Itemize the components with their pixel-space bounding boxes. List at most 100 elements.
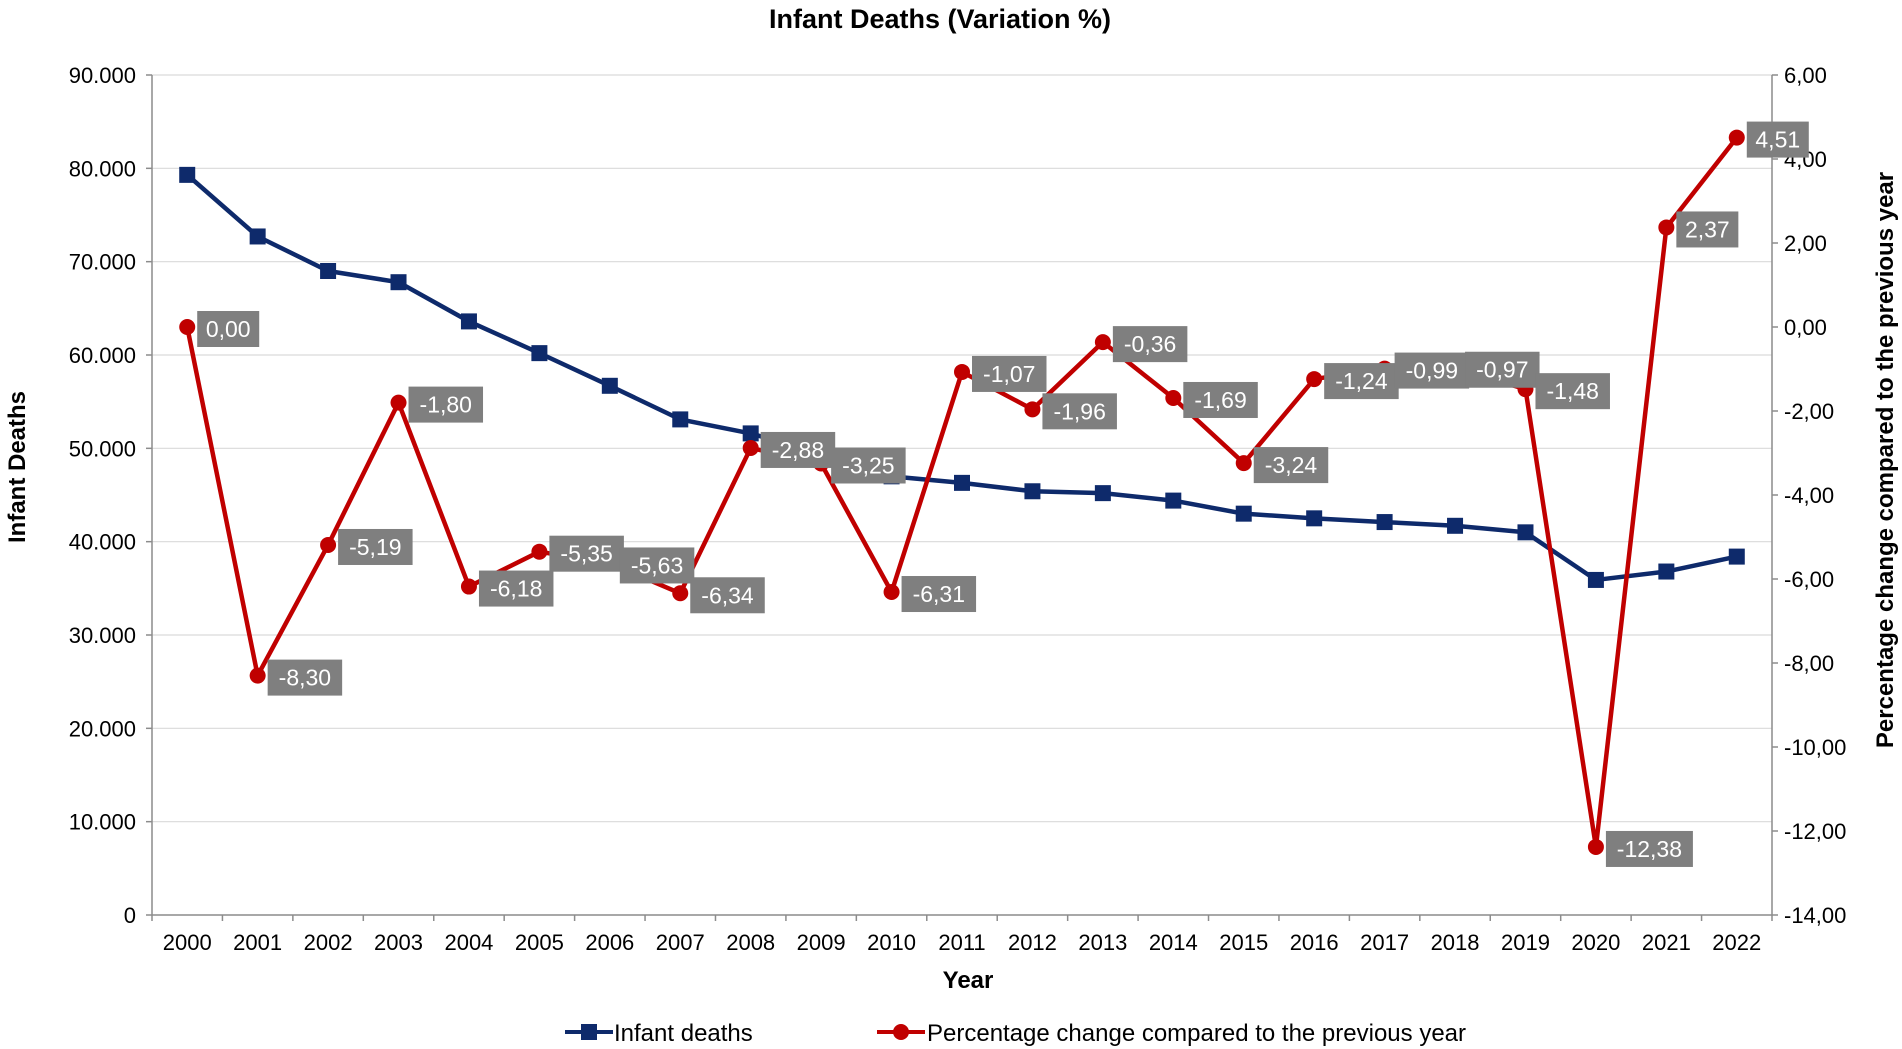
infant-deaths-point — [1587, 571, 1604, 588]
data-label-box — [1183, 381, 1258, 418]
right-tick-label: -8,00 — [1784, 651, 1834, 676]
data-label: -0,99 — [1394, 352, 1470, 389]
data-label-text: -5,35 — [560, 541, 612, 567]
data-label-text: -6,31 — [913, 581, 965, 607]
data-label-box — [408, 386, 484, 423]
right-tick-label: -2,00 — [1784, 399, 1834, 424]
data-label-text: -8,30 — [279, 665, 331, 691]
axes — [151, 75, 1773, 916]
infant-deaths-point — [460, 313, 477, 330]
data-label-box — [901, 576, 977, 613]
left-tick-label: 10.000 — [69, 810, 136, 835]
data-label-box — [690, 577, 765, 614]
infant-deaths-point — [1658, 563, 1675, 580]
data-label: -5,35 — [549, 535, 624, 572]
percentage-change-point — [320, 536, 337, 553]
data-label-box — [478, 570, 554, 607]
infant-deaths-point — [1094, 485, 1111, 502]
infant-deaths-point — [1728, 548, 1745, 565]
percentage-change-point — [460, 578, 477, 595]
x-axis-title: Year — [943, 967, 994, 994]
left-tick-label: 20.000 — [69, 716, 136, 741]
data-labels: 0,00 -8,30 -5,19 -1,80 -6,18 -5,35 -5,63 -6,34 -… — [197, 121, 1809, 867]
percentage-change-point — [672, 585, 689, 602]
right-tick-label: 2,00 — [1784, 231, 1827, 256]
data-label-text: -2,88 — [772, 437, 824, 463]
left-tick-label: 60.000 — [69, 343, 136, 368]
data-label-text: 4,51 — [1755, 127, 1800, 153]
x-tick-label: 2018 — [1431, 930, 1480, 955]
data-label-box — [338, 528, 413, 565]
data-label: -1,07 — [972, 355, 1047, 392]
data-label-box — [1253, 447, 1329, 484]
legend-label-percentage-change: Percentage change compared to the previo… — [927, 1020, 1466, 1047]
data-label: 0,00 — [197, 311, 260, 347]
right-tick-label: 0,00 — [1784, 315, 1827, 340]
data-label: -2,88 — [760, 431, 836, 468]
percentage-change-point — [1658, 219, 1675, 236]
data-label-box — [1394, 352, 1470, 389]
x-tick-label: 2016 — [1290, 930, 1339, 955]
x-tick-label: 2022 — [1712, 930, 1761, 955]
data-label: -1,80 — [408, 386, 484, 423]
data-label-box — [831, 447, 906, 484]
data-label-text: 2,37 — [1685, 216, 1730, 242]
data-label-text: -1,96 — [1053, 398, 1105, 424]
x-tick-label: 2008 — [726, 930, 775, 955]
percentage-change-point — [1728, 129, 1745, 146]
data-label-box — [549, 535, 624, 572]
data-label-text: -6,18 — [490, 576, 542, 602]
infant-deaths-point — [601, 377, 618, 394]
percentage-change-point — [1235, 455, 1252, 472]
legend-item-infant-deaths: Infant deaths — [565, 1020, 753, 1047]
data-label-box — [267, 659, 343, 696]
data-label-box — [619, 547, 695, 584]
right-tick-label: 6,00 — [1784, 63, 1827, 88]
data-label-box — [1535, 373, 1610, 410]
left-tick-label: 50.000 — [69, 436, 136, 461]
data-label-box — [1605, 830, 1693, 867]
left-tick-label: 80.000 — [69, 156, 136, 181]
percentage-change-point — [1587, 838, 1604, 855]
infant-deaths-point — [672, 411, 689, 428]
data-label-box — [197, 311, 260, 347]
x-tick-label: 2009 — [797, 930, 846, 955]
data-label-text: -5,19 — [349, 534, 401, 560]
legend-item-percentage-change: Percentage change compared to the previo… — [877, 1020, 1466, 1047]
left-axis-title: Infant Deaths — [4, 391, 31, 543]
infant-deaths-point — [1306, 510, 1323, 527]
percentage-change-point — [1024, 401, 1041, 418]
data-label-text: -1,48 — [1547, 378, 1599, 404]
left-tick-label: 30.000 — [69, 623, 136, 648]
infant-deaths-point — [1024, 483, 1041, 500]
infant-deaths-point — [390, 274, 407, 291]
data-label: -5,63 — [619, 547, 695, 584]
right-axis-title: Percentage change compared to the previo… — [1872, 172, 1899, 748]
data-label-text: -1,80 — [420, 392, 472, 418]
data-label-box — [1324, 363, 1399, 400]
infant-deaths-point — [1376, 514, 1393, 531]
left-tick-label: 90.000 — [69, 63, 136, 88]
series-percentage-change — [179, 129, 1745, 855]
left-tick-label: 0 — [124, 903, 136, 928]
percentage-change-point — [1094, 334, 1111, 351]
right-tick-label: -4,00 — [1784, 483, 1834, 508]
percentage-change-point — [249, 667, 266, 684]
infant-deaths-point — [1235, 505, 1252, 522]
x-tick-label: 2001 — [233, 930, 282, 955]
data-label-text: -0,97 — [1476, 357, 1528, 383]
legend-marker-circle — [893, 1024, 909, 1040]
data-label: -1,24 — [1324, 363, 1399, 400]
left-tick-label: 70.000 — [69, 250, 136, 275]
x-tick-label: 2005 — [515, 930, 564, 955]
data-label: -6,31 — [901, 576, 977, 613]
left-tick-label: 40.000 — [69, 530, 136, 555]
infant-deaths-point — [1165, 492, 1182, 509]
data-label: -6,18 — [478, 570, 554, 607]
legend-marker-square — [581, 1024, 597, 1040]
right-axis-ticks: 6,004,002,000,00-2,00-4,00-6,00-8,00-10,… — [1772, 63, 1846, 928]
data-label-box — [1042, 393, 1117, 430]
data-label: -5,19 — [338, 528, 413, 565]
infant-deaths-point — [249, 228, 266, 245]
right-tick-label: -12,00 — [1784, 819, 1846, 844]
